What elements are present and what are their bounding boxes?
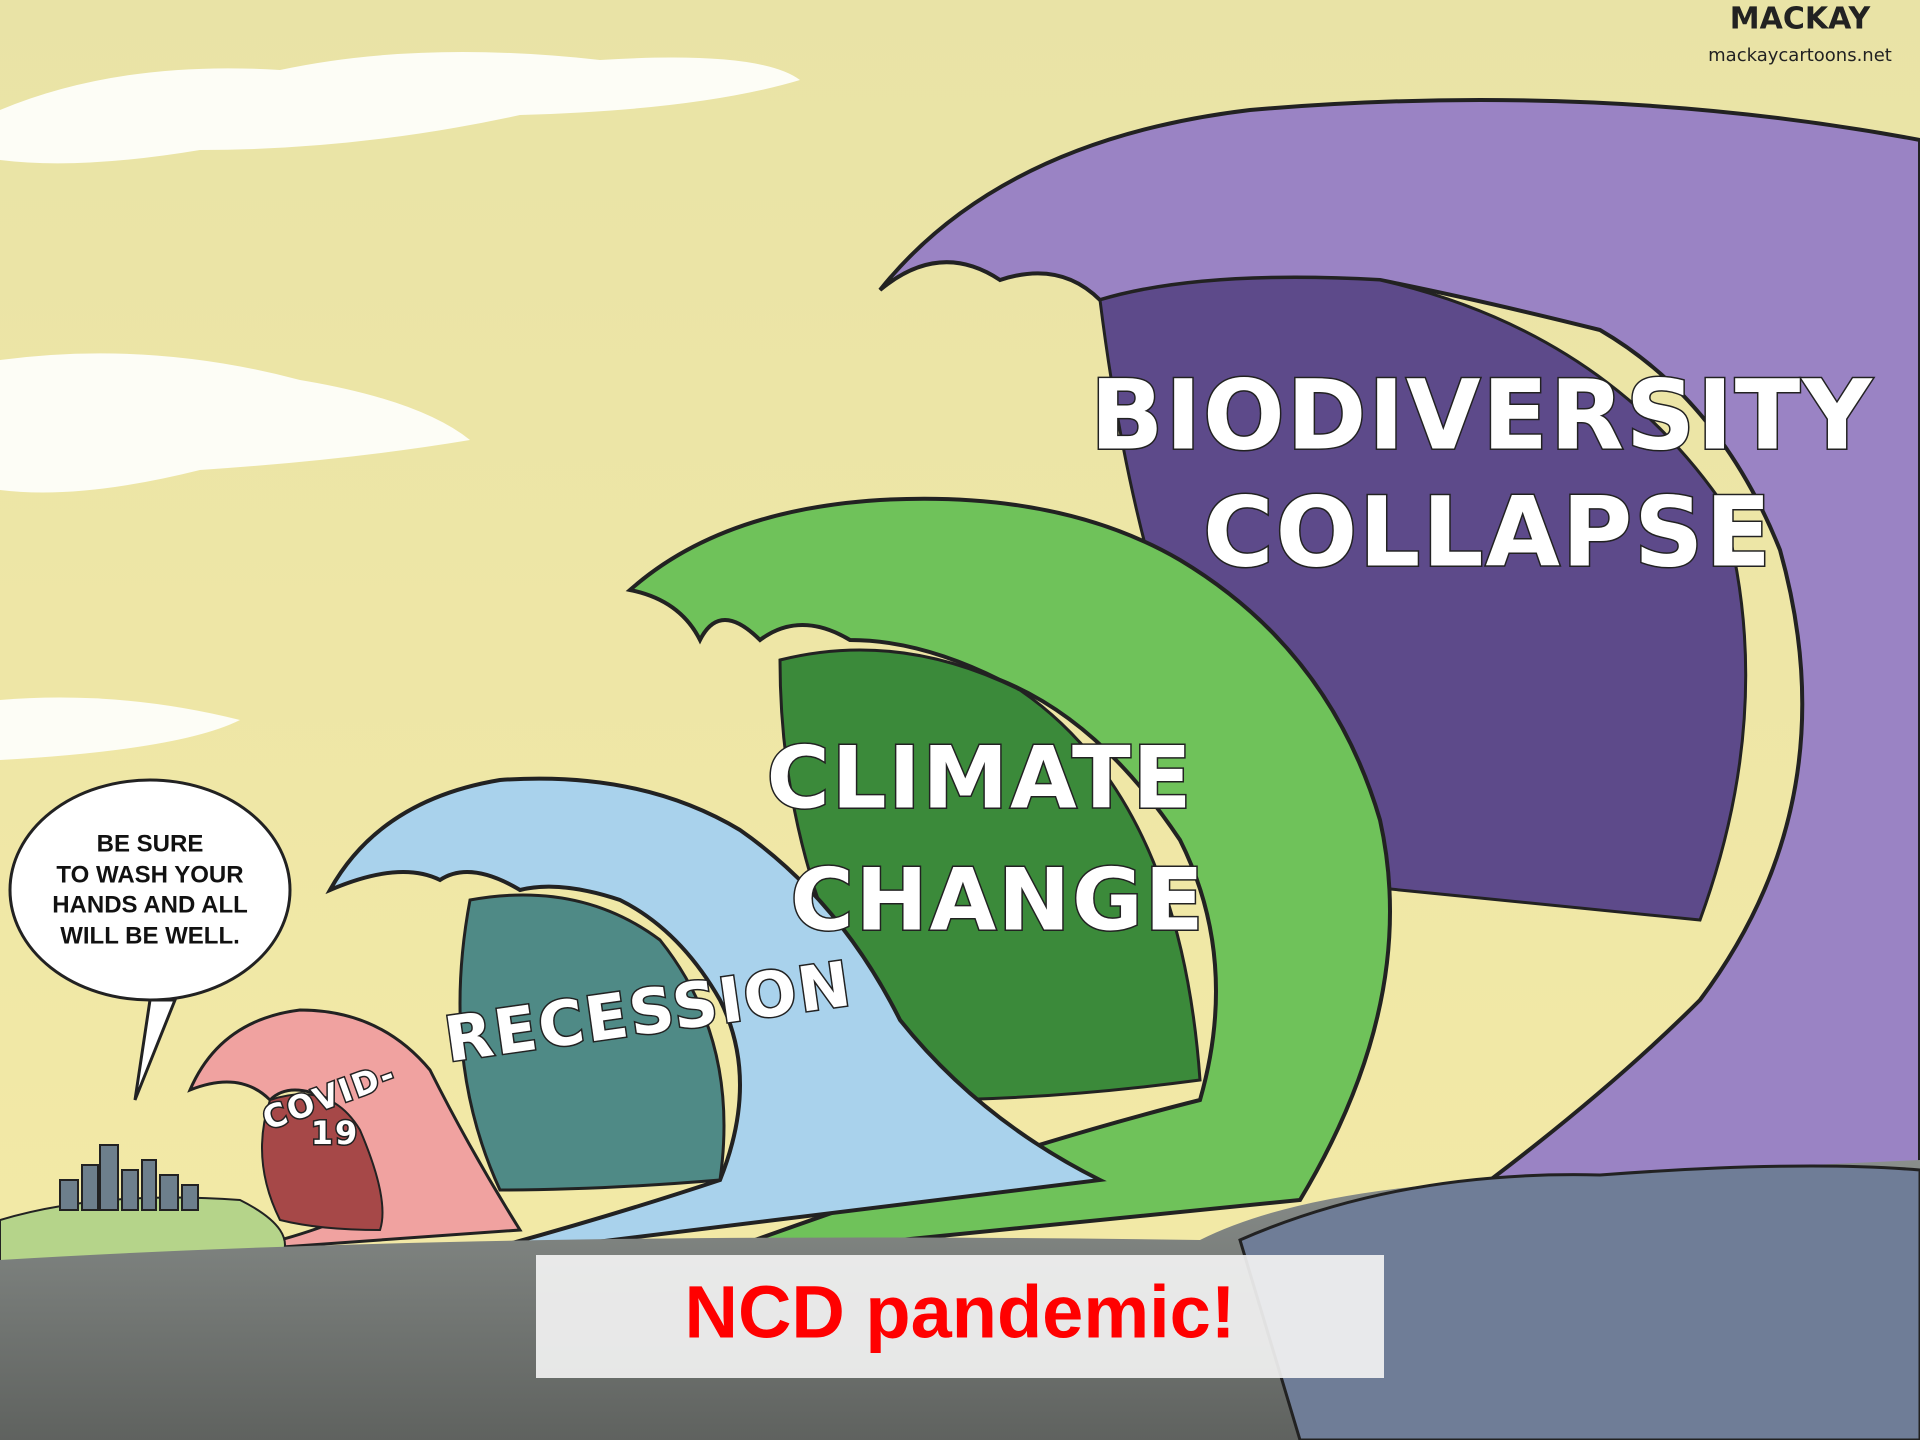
speech-bubble xyxy=(8,778,292,1101)
caption-box xyxy=(536,1255,1384,1378)
blue-wave-inner xyxy=(458,893,726,1192)
bubble-line: TO WASH YOUR xyxy=(56,861,243,888)
bubble-line: WILL BE WELL. xyxy=(60,922,240,949)
wave-label: CLIMATE xyxy=(767,728,1194,828)
signature-url: mackaycartoons.net xyxy=(1708,45,1892,66)
caption: NCD pandemic! xyxy=(685,1271,1236,1354)
wave-label: 19 xyxy=(311,1114,360,1152)
bubble-line: HANDS AND ALL xyxy=(52,891,248,918)
bubble-line: BE SURE xyxy=(97,830,204,857)
wave-label: BIODIVERSITY xyxy=(1090,359,1874,471)
wave-label: CHANGE xyxy=(791,850,1206,950)
city xyxy=(59,1144,199,1211)
red-wave-inner xyxy=(261,1093,384,1232)
blue-wave xyxy=(325,776,1107,1262)
wave-label: COLLAPSE xyxy=(1203,476,1773,588)
signature: MACKAY xyxy=(1730,2,1872,37)
clouds xyxy=(0,52,800,760)
deep-water xyxy=(1238,1164,1920,1440)
